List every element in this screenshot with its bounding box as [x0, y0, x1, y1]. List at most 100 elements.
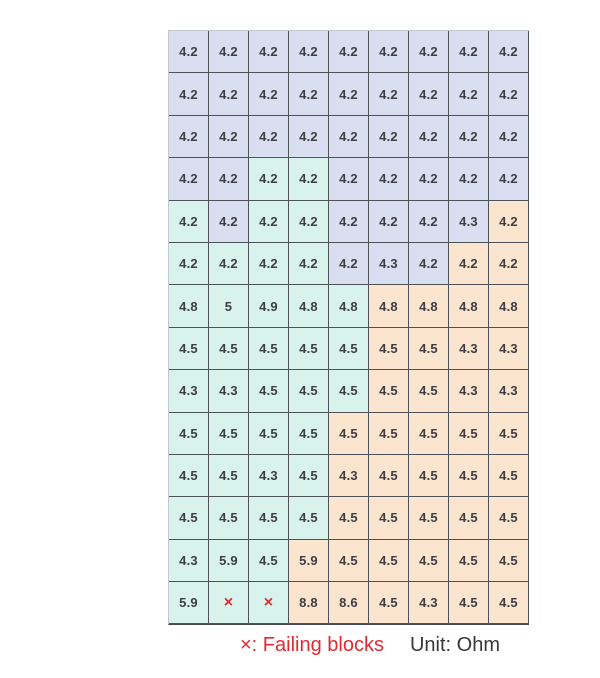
grid-cell: 4.2: [329, 31, 369, 74]
grid-cell: 4.2: [329, 115, 369, 159]
grid-cell: 4.2: [409, 115, 449, 159]
grid-cell: 4.5: [329, 327, 369, 371]
grid-cell: 4.8: [329, 285, 369, 328]
grid-cell: 4.2: [249, 242, 289, 286]
grid-cell: 4.2: [329, 73, 369, 116]
grid-cell: 4.2: [289, 242, 329, 286]
grid-cell: 4.2: [409, 73, 449, 116]
grid-cell: 4.2: [289, 200, 329, 243]
grid-cell: 4.2: [209, 242, 249, 286]
grid-cell: 4.2: [209, 73, 249, 116]
grid-cell: 4.2: [489, 158, 529, 201]
grid-cell: 4.5: [169, 497, 209, 540]
grid-cell: 4.3: [409, 582, 449, 625]
grid-cell: 4.2: [169, 115, 209, 159]
grid-cell: 4.2: [409, 158, 449, 201]
grid-cell: 4.2: [169, 73, 209, 116]
grid-cell: 4.5: [449, 582, 489, 625]
grid-cell: 4.5: [289, 454, 329, 498]
grid-cell: 4.5: [369, 539, 409, 583]
grid-cell: 4.5: [409, 454, 449, 498]
grid-cell: 4.2: [409, 200, 449, 243]
grid-cell: 4.2: [329, 200, 369, 243]
grid-cell: 4.5: [249, 412, 289, 455]
grid-cell: 4.2: [369, 158, 409, 201]
grid-cell: 4.5: [489, 539, 529, 583]
grid-cell: 4.2: [249, 31, 289, 74]
grid-cell: 4.8: [489, 285, 529, 328]
grid-cell: 4.3: [169, 370, 209, 413]
grid-cell: 4.5: [209, 412, 249, 455]
grid-cell: 4.2: [369, 73, 409, 116]
grid-cell: 4.5: [489, 412, 529, 455]
grid-cell: 4.2: [409, 242, 449, 286]
grid-cell: 4.2: [369, 200, 409, 243]
grid-cell: 4.2: [209, 158, 249, 201]
grid-cell: 4.3: [449, 327, 489, 371]
grid-cell: 4.5: [289, 412, 329, 455]
grid-cell: 4.2: [289, 158, 329, 201]
grid-cell: 4.2: [489, 200, 529, 243]
grid-cell: 4.5: [449, 454, 489, 498]
grid-cell: 4.5: [249, 327, 289, 371]
grid-cell: 4.2: [449, 73, 489, 116]
figure-caption: ×: Failing blocks Unit: Ohm: [168, 634, 572, 657]
grid-cell: 4.5: [369, 454, 409, 498]
grid-cell: 4.5: [169, 454, 209, 498]
grid-cell: 4.2: [449, 115, 489, 159]
failing-blocks-legend: ×: Failing blocks: [240, 634, 384, 656]
grid-cell: 4.8: [289, 285, 329, 328]
grid-cell: 4.5: [369, 497, 409, 540]
grid-cell: 4.3: [169, 539, 209, 583]
grid-cell: 4.2: [449, 158, 489, 201]
grid-cell: 4.5: [489, 454, 529, 498]
grid-cell: 4.3: [449, 200, 489, 243]
grid-cell: 4.5: [289, 370, 329, 413]
grid-cell: 4.2: [369, 31, 409, 74]
grid-cell: 4.2: [369, 115, 409, 159]
grid-cell: 4.3: [489, 370, 529, 413]
grid-cell: 4.3: [329, 454, 369, 498]
grid-cell: 4.2: [169, 200, 209, 243]
grid-cell: 4.2: [169, 242, 209, 286]
grid-cell: 4.2: [249, 158, 289, 201]
grid-cell: 4.5: [449, 412, 489, 455]
grid-cell: 4.2: [289, 73, 329, 116]
grid-cell: 4.2: [209, 115, 249, 159]
grid-cell: 4.2: [169, 158, 209, 201]
grid-cell: 5.9: [169, 582, 209, 625]
grid-cell: 4.5: [209, 327, 249, 371]
grid-cell: 4.2: [449, 31, 489, 74]
grid-cell: 4.5: [329, 370, 369, 413]
grid-cell: 4.5: [369, 412, 409, 455]
grid-cell: 5: [209, 285, 249, 328]
grid-cell: 4.5: [409, 497, 449, 540]
grid-cell: 4.2: [209, 31, 249, 74]
grid-cell: 4.5: [409, 370, 449, 413]
grid-cell: 4.3: [449, 370, 489, 413]
grid-cell: 4.8: [369, 285, 409, 328]
unit-label: Unit: Ohm: [409, 634, 500, 656]
grid-cell: 4.8: [169, 285, 209, 328]
grid-cell: 4.2: [329, 158, 369, 201]
grid-cell: 4.3: [249, 454, 289, 498]
grid-cell: 4.2: [449, 242, 489, 286]
grid-cell: 4.5: [209, 497, 249, 540]
grid-cell: 4.2: [409, 31, 449, 74]
grid-cell: 4.5: [449, 497, 489, 540]
grid-cell: 4.5: [209, 454, 249, 498]
grid-cell: 4.2: [289, 31, 329, 74]
grid-cell: 4.5: [169, 327, 209, 371]
grid-cell: 4.5: [369, 327, 409, 371]
grid-cell: 4.3: [369, 242, 409, 286]
grid-cell: 4.2: [169, 31, 209, 74]
grid-cell: 4.5: [329, 497, 369, 540]
grid-cell: 4.5: [409, 327, 449, 371]
grid-cell: 4.5: [249, 539, 289, 583]
grid-cell: 4.5: [289, 497, 329, 540]
grid-cell: 4.2: [209, 200, 249, 243]
grid-cell: 4.5: [169, 412, 209, 455]
grid-cell: 5.9: [209, 539, 249, 583]
grid-cell: 4.2: [289, 115, 329, 159]
